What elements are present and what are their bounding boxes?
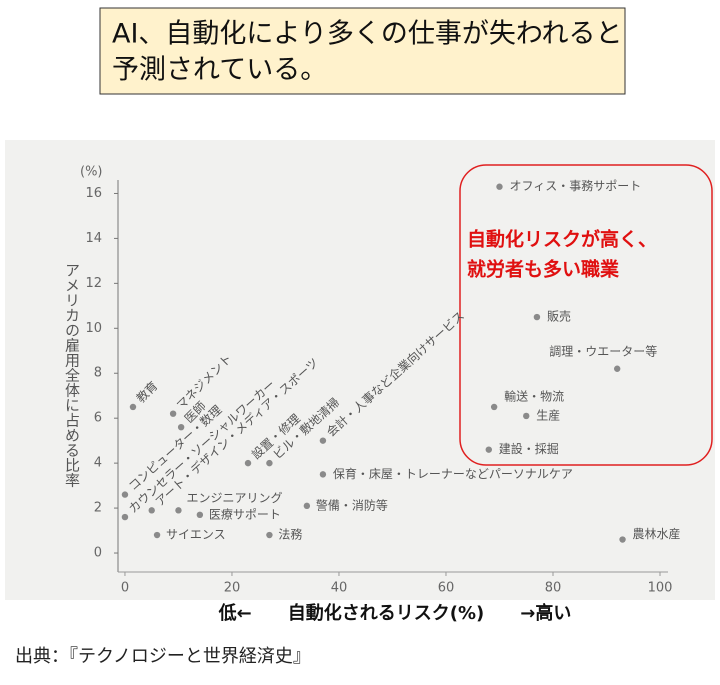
chart-title: 予測されている。 [112, 55, 327, 86]
x-tick-label: 100 [648, 581, 673, 596]
point [129, 403, 137, 411]
point [148, 507, 155, 514]
point [485, 446, 492, 453]
point [490, 403, 498, 411]
point-label: サイエンス [166, 528, 226, 542]
point-label: 医療サポート [209, 507, 281, 521]
point-label: 警備・消防等 [316, 497, 388, 512]
point [177, 423, 185, 431]
y-tick-label: 2 [94, 501, 102, 516]
y-axis-title: アメリカの雇用全体に占める比率 [63, 263, 81, 488]
annotation: 自動化リスクが高く、 [467, 228, 657, 251]
annotation: 就労者も多い職業 [467, 258, 620, 281]
x-tick-label: 20 [224, 581, 241, 596]
point-label: 農林水産 [633, 526, 681, 541]
point-label: 法務 [278, 528, 302, 542]
y-tick-label: 8 [94, 366, 102, 381]
y-tick-label: 14 [85, 231, 102, 246]
point-label: 調理・ウエーター等 [549, 344, 657, 358]
point-label: エンジニアリング [186, 491, 282, 505]
point-label: 保育・床屋・トレーナーなどパーソナルケア [333, 466, 573, 481]
point-label: 輸送・物流 [504, 388, 564, 403]
y-tick-label: 12 [85, 276, 102, 291]
x-tick-label: 40 [331, 581, 348, 596]
point [169, 410, 177, 417]
title-box [99, 7, 626, 95]
point [266, 531, 273, 539]
x-tick-label: 80 [545, 581, 562, 596]
point [121, 491, 129, 498]
point [175, 507, 182, 514]
point [153, 531, 161, 539]
source: 出典：『テクノロジーと世界経済史』 [15, 646, 311, 667]
point [619, 536, 626, 543]
y-unit: (%) [80, 165, 103, 180]
y-tick-label: 0 [94, 546, 102, 561]
point [319, 437, 327, 444]
x-tick-label: 60 [438, 581, 455, 596]
point [244, 459, 252, 467]
point [496, 183, 503, 190]
y-tick-label: 10 [85, 321, 102, 336]
point [613, 365, 621, 372]
plot-background [5, 140, 715, 600]
point [533, 313, 541, 321]
point [196, 511, 204, 519]
y-tick-label: 6 [94, 411, 102, 426]
point [266, 459, 273, 467]
point-label: 生産 [536, 407, 560, 422]
point [523, 412, 530, 420]
y-tick-label: 4 [94, 456, 102, 471]
x-tick-label: 0 [121, 581, 129, 596]
point [303, 502, 311, 510]
point [319, 471, 327, 478]
y-tick-label: 16 [85, 186, 102, 201]
chart-title: AI、自動化により多くの仕事が失われると [112, 19, 623, 50]
point-label: オフィス・事務サポート [509, 179, 641, 193]
highlight-box [459, 164, 713, 466]
point [121, 513, 129, 521]
point-label: 販売 [547, 309, 571, 324]
point-label: 建設・採掘 [499, 441, 559, 456]
x-axis-title: 低← 自動化されるリスク(%) →高い [218, 602, 572, 624]
